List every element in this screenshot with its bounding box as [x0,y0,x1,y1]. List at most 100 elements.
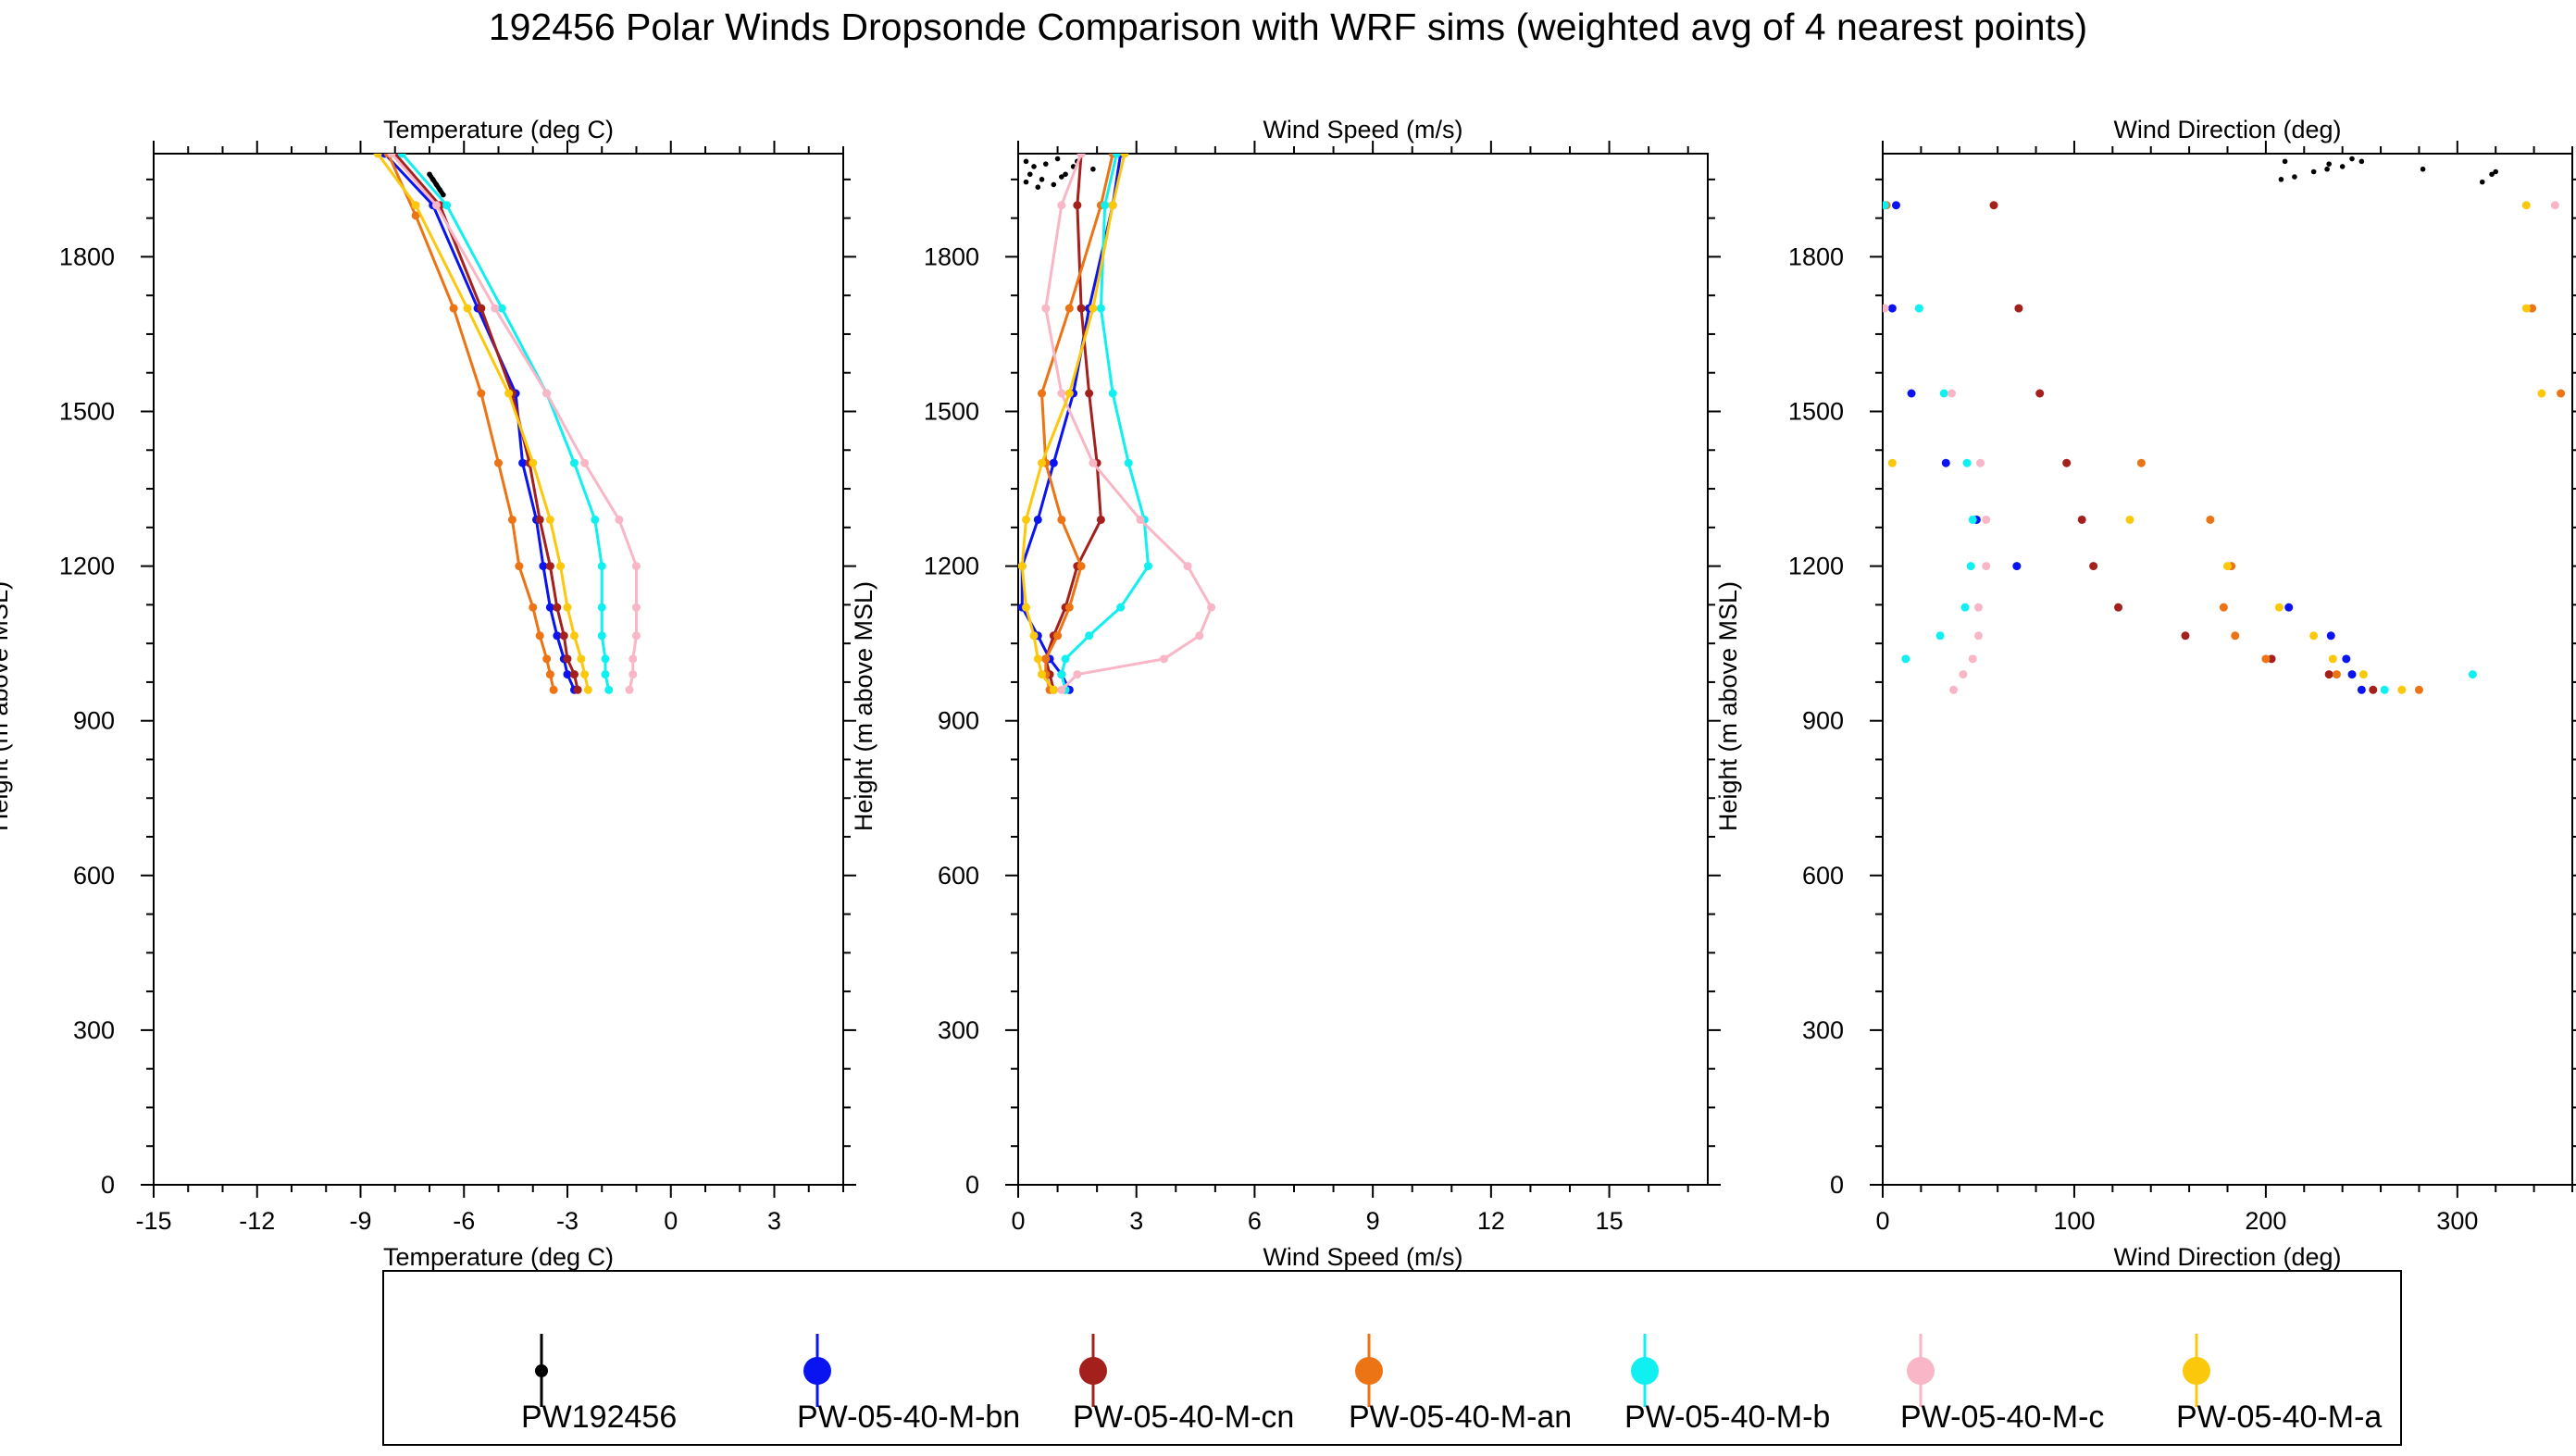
data-point [2326,161,2332,167]
data-point [601,654,610,664]
data-point [1195,631,1204,641]
y-tick-label: 900 [73,707,115,735]
data-point [1059,174,1064,180]
legend-entry: PW192456 [521,1272,790,1444]
plot-frame [1017,153,1709,1186]
data-point [2339,164,2346,169]
y-tick-label: 0 [101,1171,115,1199]
series-PW192456 [427,171,446,198]
legend-dot [1907,1357,1935,1385]
data-point [411,201,420,210]
data-point [559,631,568,641]
data-point [1989,201,1998,210]
x-tick-label: 12 [1477,1207,1505,1235]
data-point [529,458,538,467]
data-point [1096,304,1105,313]
data-point [1096,515,1105,524]
data-point [539,562,548,571]
y-tick-label: 1500 [924,398,979,426]
data-point [2219,603,2228,612]
data-point [1101,201,1110,210]
y-tick-label: 1200 [1788,553,1844,580]
data-point [580,670,590,679]
data-point [545,562,554,571]
data-point [437,187,442,193]
data-point [1939,389,1948,398]
y-tick-label: 1800 [59,243,115,270]
legend-entry: PW-05-40-M-a [2176,1272,2445,1444]
series-PW192456 [2278,156,2499,185]
data-point [431,201,441,210]
panel-title: Wind Speed (m/s) [1263,116,1462,143]
data-point [625,685,634,694]
data-point [542,389,552,398]
legend-marker-icon [1631,1334,1659,1407]
data-point [1057,670,1066,679]
data-point [2332,670,2341,679]
data-point [2309,631,2319,641]
data-point [449,304,458,313]
main-title: 192456 Polar Winds Dropsonde Comparison … [488,6,2088,48]
legend-label: PW-05-40-M-c [1900,1400,2105,1435]
data-point [2468,670,2477,679]
data-point [2324,166,2330,172]
y-tick-label: 1800 [924,243,979,270]
data-point [2521,201,2531,210]
data-point [2267,654,2276,664]
data-point [2489,171,2495,178]
data-point [411,211,420,220]
data-point [545,670,554,679]
x-tick-label: 9 [1366,1207,1380,1235]
legend-dot [1355,1357,1383,1385]
data-point [2089,562,2098,571]
y-axis-label: Height (m above MSL) [850,581,877,831]
data-point [1089,304,1098,313]
data-point [1976,458,1985,467]
y-tick-label: 900 [938,707,979,735]
legend-entry: PW-05-40-M-an [1349,1272,1617,1444]
legend-label: PW-05-40-M-b [1624,1400,1831,1435]
data-point [556,562,566,571]
data-point [1973,631,1983,641]
data-point [433,181,440,188]
data-point [580,458,590,467]
legend-dot [1631,1357,1659,1385]
data-point [1022,603,1031,612]
data-point [1057,389,1066,398]
data-point [1064,603,1074,612]
legend: PW192456 PW-05-40-M-bn PW-05-40-M-cn PW-05-… [382,1270,2402,1446]
data-point [542,654,552,664]
data-point [2261,654,2271,664]
legend-dot [535,1364,548,1377]
x-tick-label: -15 [135,1207,171,1235]
data-point [1108,201,1117,210]
data-point [1063,171,1068,178]
series-PW-05-40-M-c [387,154,641,694]
x-tick-label: 3 [1129,1207,1143,1235]
data-point [1023,158,1029,165]
data-point [515,562,524,571]
data-point [1076,562,1086,571]
series-PW-05-40-M-b [1883,201,2477,694]
data-point [2278,177,2284,182]
plot-frame [1882,153,2573,1186]
data-point [1038,389,1047,398]
legend-entry: PW-05-40-M-c [1900,1272,2169,1444]
data-point [2035,389,2045,398]
data-point [2114,603,2123,612]
y-axis-label: Height (m above MSL) [0,581,13,831]
x-tick-label: -9 [349,1207,371,1235]
data-point [1948,389,1956,398]
data-point [1057,515,1066,524]
y-tick-label: 1800 [1788,243,1844,270]
data-point [569,458,579,467]
data-point [2358,158,2365,165]
data-point [2284,603,2294,612]
data-point [1108,389,1117,398]
data-point [2550,201,2559,210]
legend-marker-icon [2183,1334,2210,1407]
series-PW-05-40-M-a [373,154,592,694]
data-point [2012,562,2022,571]
x-tick-label: -3 [556,1207,579,1235]
legend-entry: PW-05-40-M-b [1624,1272,1893,1444]
